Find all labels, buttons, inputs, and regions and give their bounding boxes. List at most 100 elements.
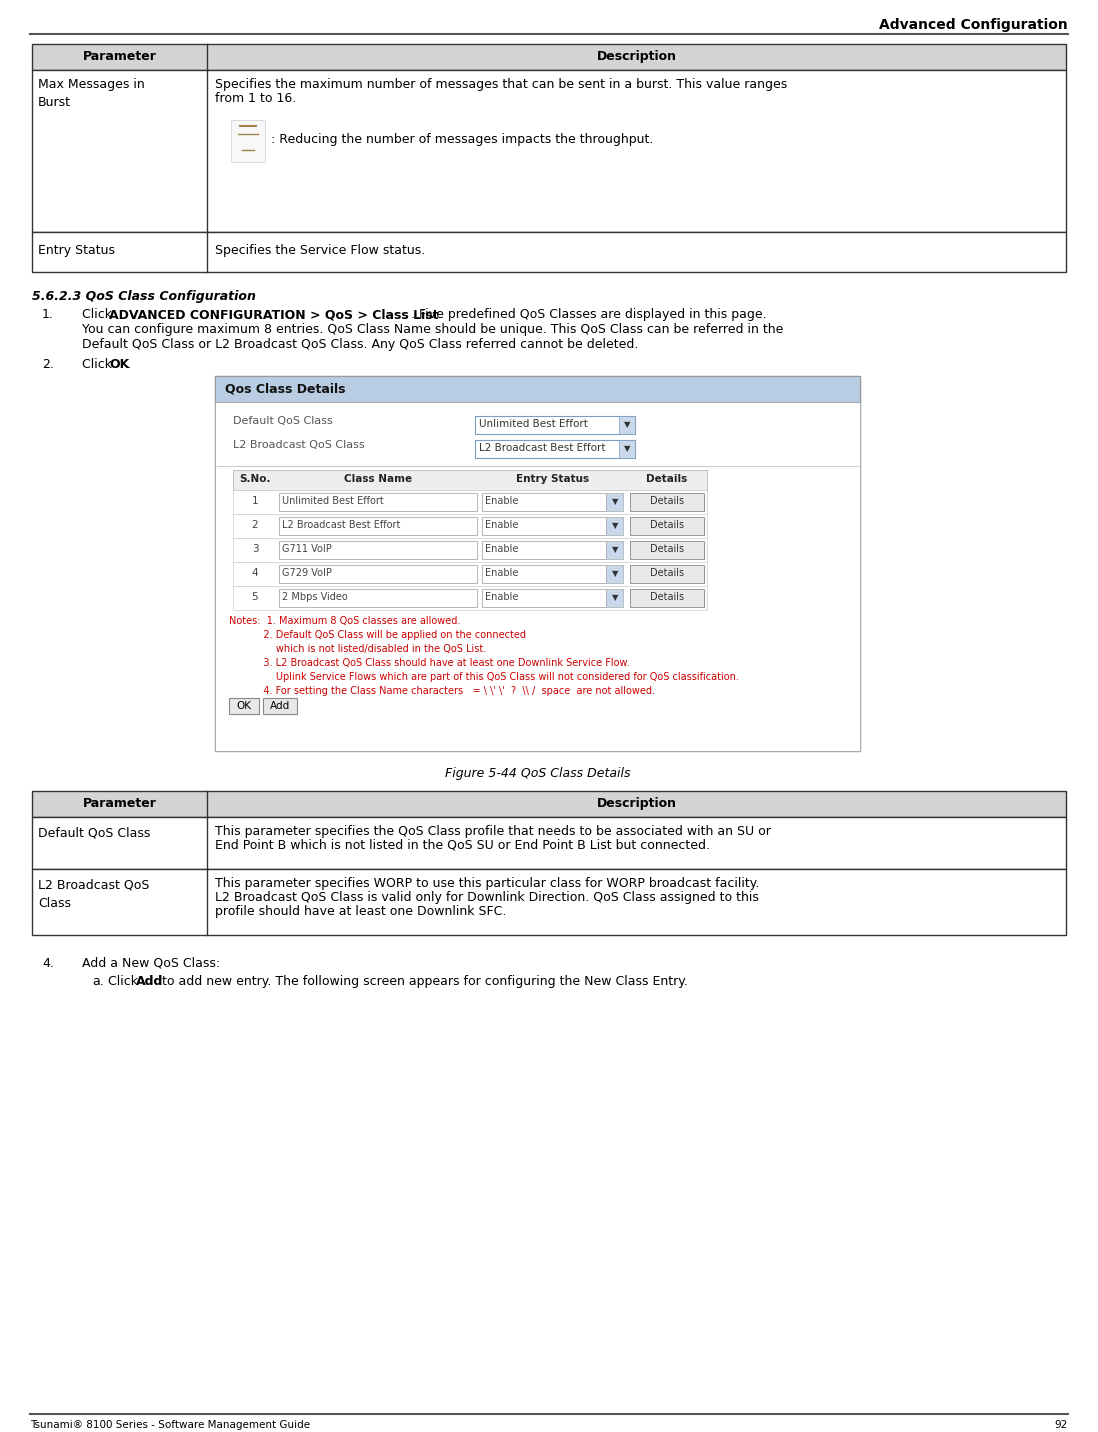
Text: Description: Description bbox=[596, 50, 676, 63]
Bar bbox=[482, 589, 606, 607]
Text: L2 Broadcast QoS
Class: L2 Broadcast QoS Class bbox=[38, 879, 149, 909]
Bar bbox=[482, 566, 606, 583]
Text: Details: Details bbox=[647, 474, 687, 484]
Bar bbox=[279, 493, 477, 511]
Bar bbox=[619, 417, 635, 434]
Text: Enable: Enable bbox=[485, 495, 518, 505]
Text: Qos Class Details: Qos Class Details bbox=[225, 382, 346, 397]
Text: 2.: 2. bbox=[42, 358, 54, 371]
Text: Parameter: Parameter bbox=[82, 50, 156, 63]
Bar bbox=[215, 377, 860, 402]
Text: to add new entry. The following screen appears for configuring the New Class Ent: to add new entry. The following screen a… bbox=[158, 975, 687, 988]
Bar bbox=[233, 514, 707, 538]
Bar bbox=[630, 517, 704, 536]
Text: 2 Mbps Video: 2 Mbps Video bbox=[282, 591, 348, 601]
Bar bbox=[279, 566, 477, 583]
Text: Click: Click bbox=[82, 308, 116, 321]
Bar bbox=[606, 517, 623, 536]
Text: Unlimited Best Effort: Unlimited Best Effort bbox=[479, 420, 587, 430]
Text: 5: 5 bbox=[251, 591, 258, 601]
Bar bbox=[482, 517, 606, 536]
Text: ▼: ▼ bbox=[612, 521, 618, 530]
Text: Enable: Enable bbox=[485, 591, 518, 601]
Text: Default QoS Class: Default QoS Class bbox=[233, 417, 333, 425]
Text: Description: Description bbox=[596, 798, 676, 811]
Bar bbox=[264, 697, 296, 715]
Text: This parameter specifies the QoS Class profile that needs to be associated with : This parameter specifies the QoS Class p… bbox=[215, 825, 771, 838]
Text: profile should have at least one Downlink SFC.: profile should have at least one Downlin… bbox=[215, 905, 506, 918]
Text: Details: Details bbox=[650, 520, 684, 530]
Bar bbox=[482, 541, 606, 558]
Bar bbox=[32, 790, 1066, 818]
Bar bbox=[606, 541, 623, 558]
Bar bbox=[279, 589, 477, 607]
Bar bbox=[233, 538, 707, 561]
Text: 92: 92 bbox=[1055, 1421, 1068, 1431]
Bar bbox=[32, 44, 1066, 70]
Text: Enable: Enable bbox=[485, 520, 518, 530]
Text: Entry Status: Entry Status bbox=[516, 474, 590, 484]
Text: G711 VoIP: G711 VoIP bbox=[282, 544, 332, 554]
Bar bbox=[233, 470, 707, 490]
Text: .: . bbox=[127, 358, 131, 371]
Bar bbox=[619, 440, 635, 458]
Bar bbox=[279, 541, 477, 558]
Text: OK: OK bbox=[236, 702, 251, 712]
Text: Parameter: Parameter bbox=[82, 798, 156, 811]
Text: Default QoS Class: Default QoS Class bbox=[38, 828, 150, 841]
Text: 4: 4 bbox=[251, 569, 258, 579]
Text: Figure 5-44 QoS Class Details: Figure 5-44 QoS Class Details bbox=[445, 768, 630, 780]
Bar bbox=[630, 566, 704, 583]
Text: Click: Click bbox=[82, 358, 116, 371]
Text: Details: Details bbox=[650, 495, 684, 505]
Text: Tsunami® 8100 Series - Software Management Guide: Tsunami® 8100 Series - Software Manageme… bbox=[30, 1421, 310, 1431]
Text: Specifies the maximum number of messages that can be sent in a burst. This value: Specifies the maximum number of messages… bbox=[215, 77, 787, 92]
Text: Class Name: Class Name bbox=[344, 474, 412, 484]
Text: 1.: 1. bbox=[42, 308, 54, 321]
Text: 3: 3 bbox=[251, 544, 258, 554]
Text: Notes:  1. Maximum 8 QoS classes are allowed.
           2. Default QoS Class wi: Notes: 1. Maximum 8 QoS classes are allo… bbox=[229, 616, 739, 696]
Bar bbox=[215, 402, 860, 750]
Bar bbox=[630, 493, 704, 511]
Text: Entry Status: Entry Status bbox=[38, 243, 115, 256]
Bar bbox=[606, 566, 623, 583]
Text: L2 Broadcast QoS Class is valid only for Downlink Direction. QoS Class assigned : L2 Broadcast QoS Class is valid only for… bbox=[215, 891, 759, 904]
Text: ▼: ▼ bbox=[612, 546, 618, 554]
Text: L2 Broadcast Best Effort: L2 Broadcast Best Effort bbox=[282, 520, 401, 530]
Text: L2 Broadcast Best Effort: L2 Broadcast Best Effort bbox=[479, 442, 605, 453]
Bar bbox=[630, 589, 704, 607]
Bar bbox=[606, 493, 623, 511]
Text: ▼: ▼ bbox=[624, 421, 630, 430]
Text: End Point B which is not listed in the QoS SU or End Point B List but connected.: End Point B which is not listed in the Q… bbox=[215, 839, 710, 852]
Text: ▼: ▼ bbox=[612, 593, 618, 603]
Text: Advanced Configuration: Advanced Configuration bbox=[879, 19, 1068, 32]
Text: a.: a. bbox=[92, 975, 103, 988]
Bar bbox=[233, 561, 707, 586]
Text: Add a New QoS Class:: Add a New QoS Class: bbox=[82, 957, 220, 969]
Text: . Five predefined QoS Classes are displayed in this page.: . Five predefined QoS Classes are displa… bbox=[411, 308, 766, 321]
Text: Default QoS Class or L2 Broadcast QoS Class. Any QoS Class referred cannot be de: Default QoS Class or L2 Broadcast QoS Cl… bbox=[82, 338, 638, 351]
Text: 5.6.2.3 QoS Class Configuration: 5.6.2.3 QoS Class Configuration bbox=[32, 291, 256, 304]
Text: Details: Details bbox=[650, 569, 684, 579]
Text: This parameter specifies WORP to use this particular class for WORP broadcast fa: This parameter specifies WORP to use thi… bbox=[215, 876, 760, 891]
Bar bbox=[606, 589, 623, 607]
Bar bbox=[482, 493, 606, 511]
Text: Click: Click bbox=[108, 975, 142, 988]
Text: L2 Broadcast QoS Class: L2 Broadcast QoS Class bbox=[233, 440, 365, 450]
Text: 1: 1 bbox=[251, 495, 258, 505]
Text: ▼: ▼ bbox=[624, 444, 630, 454]
Text: Details: Details bbox=[650, 544, 684, 554]
Text: You can configure maximum 8 entries. QoS Class Name should be unique. This QoS C: You can configure maximum 8 entries. QoS… bbox=[82, 324, 783, 337]
Text: from 1 to 16.: from 1 to 16. bbox=[215, 92, 296, 105]
Text: Enable: Enable bbox=[485, 544, 518, 554]
Bar bbox=[32, 70, 1066, 232]
Text: 2: 2 bbox=[251, 520, 258, 530]
Text: Add: Add bbox=[270, 702, 290, 712]
Text: 4.: 4. bbox=[42, 957, 54, 969]
Bar bbox=[475, 417, 635, 434]
Text: S.No.: S.No. bbox=[239, 474, 271, 484]
Text: ▼: ▼ bbox=[612, 570, 618, 579]
Bar bbox=[279, 517, 477, 536]
Bar bbox=[233, 490, 707, 514]
Text: Specifies the Service Flow status.: Specifies the Service Flow status. bbox=[215, 243, 425, 256]
